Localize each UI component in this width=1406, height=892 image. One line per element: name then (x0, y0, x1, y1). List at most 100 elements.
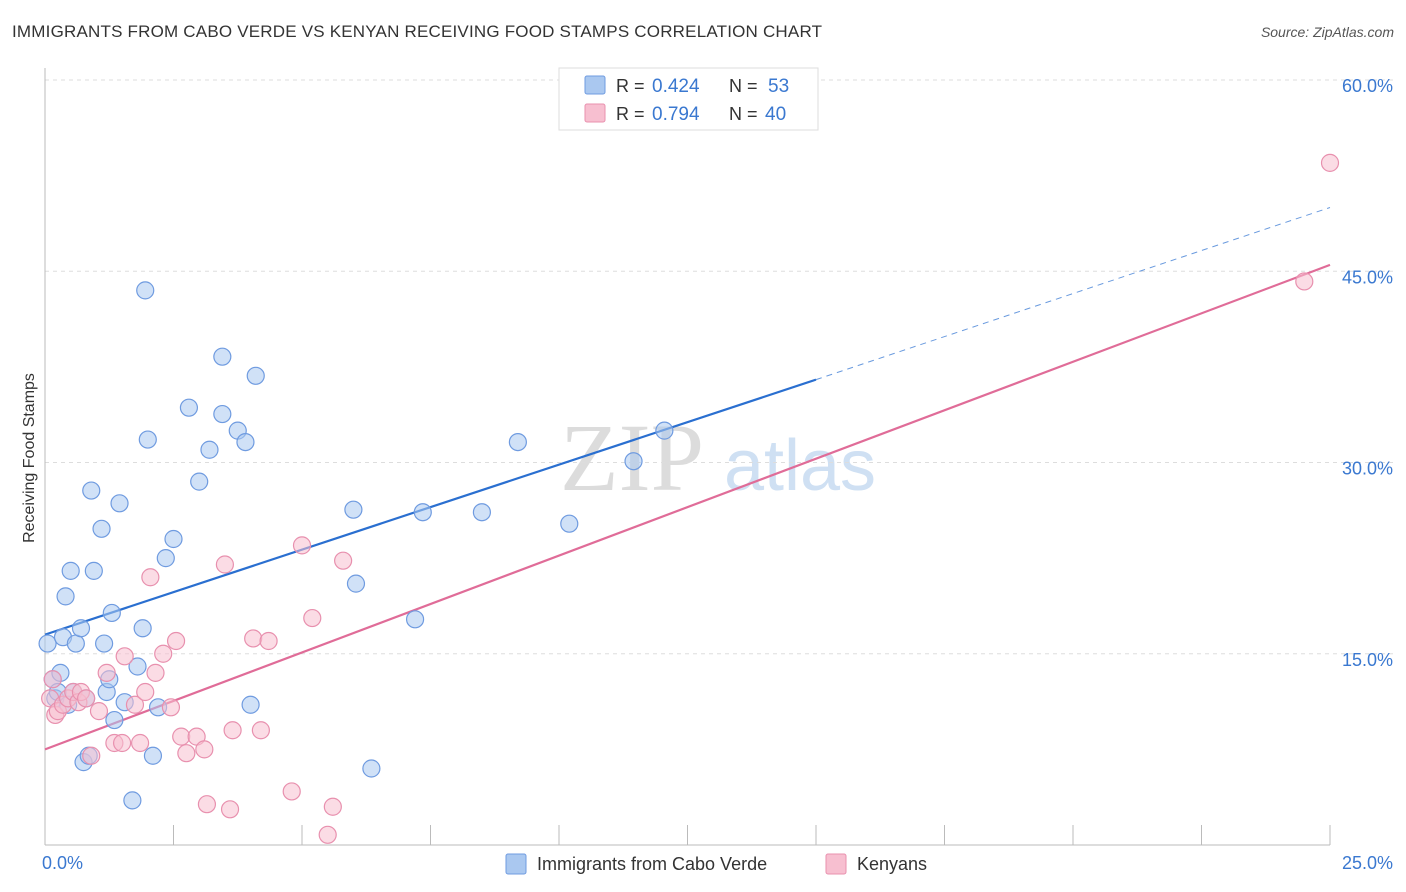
data-points (38, 153, 1340, 844)
cabo-verde-point (472, 503, 491, 522)
cabo-verde-point (133, 619, 152, 638)
y-tick-label: 60.0% (1342, 76, 1393, 96)
legend-swatch-cabo-verde (505, 853, 527, 875)
cabo-verde-point (405, 610, 425, 629)
kenyans-point (1295, 272, 1314, 291)
kenyans-point (220, 800, 240, 819)
x-tick-label-max: 25.0% (1342, 853, 1393, 873)
cabo-verde-point (179, 398, 199, 417)
kenyans-point (259, 631, 278, 651)
cabo-verde-point (61, 561, 80, 580)
chart-title: IMMIGRANTS FROM CABO VERDE VS KENYAN REC… (12, 22, 823, 41)
source-label: Source: ZipAtlas.com (1260, 24, 1394, 40)
kenyans-point (177, 744, 196, 763)
legend-label-kenyans: Kenyans (857, 854, 927, 874)
kenyans-point (195, 740, 214, 759)
cabo-verde-trend-extension (815, 207, 1331, 381)
kenyans-point (146, 663, 165, 682)
kenyans-point (166, 631, 186, 651)
cabo-verde-point (346, 574, 366, 593)
cabo-verde-point (136, 281, 155, 300)
cabo-verde-point (128, 657, 147, 676)
cabo-verde-point (123, 791, 142, 810)
watermark-atlas: atlas (724, 426, 876, 506)
cabo-verde-point (105, 710, 124, 730)
cabo-verde-point (413, 503, 432, 522)
y-axis-label: Receiving Food Stamps (21, 373, 38, 543)
cabo-verde-point (82, 481, 101, 500)
kenyans-point (1320, 153, 1340, 172)
cabo-verde-point (143, 746, 163, 765)
kenyans-point (82, 746, 101, 765)
cabo-verde-point (84, 561, 103, 580)
cabo-verde-point (560, 514, 579, 533)
cabo-verde-point (164, 529, 183, 549)
cabo-verde-point (95, 634, 114, 653)
stats-r-value-blue: 0.424 (652, 76, 700, 97)
cabo-verde-point (156, 549, 175, 568)
stats-n-value-blue: 53 (768, 76, 789, 97)
stats-n-value-pink: 40 (765, 104, 786, 125)
stats-legend-swatch-pink (584, 103, 606, 123)
kenyans-point (89, 702, 109, 721)
kenyans-trend-line (44, 263, 1331, 751)
kenyans-point (323, 797, 342, 816)
cabo-verde-point (102, 603, 121, 623)
legend-label-cabo-verde: Immigrants from Cabo Verde (537, 854, 767, 874)
kenyans-point (282, 782, 301, 801)
stats-r-value-pink: 0.794 (652, 104, 700, 125)
kenyans-point (154, 644, 173, 663)
cabo-verde-point (236, 433, 255, 452)
cabo-verde-point (56, 587, 75, 606)
kenyans-point (130, 733, 150, 753)
cabo-verde-point (362, 759, 381, 778)
kenyans-point (251, 721, 270, 740)
kenyans-point (172, 727, 191, 746)
kenyans-point (292, 536, 312, 555)
cabo-verde-point (38, 634, 57, 653)
cabo-verde-point (71, 619, 91, 638)
kenyans-point (223, 721, 242, 740)
cabo-verde-point (138, 430, 157, 449)
cabo-verde-point (624, 452, 643, 471)
kenyans-point (43, 670, 62, 689)
cabo-verde-point (190, 472, 209, 491)
stats-legend-swatch-blue (584, 75, 606, 95)
cabo-verde-point (110, 494, 129, 513)
y-tick-label: 45.0% (1342, 267, 1393, 287)
kenyans-point (334, 551, 353, 570)
cabo-verde-point (200, 440, 219, 459)
cabo-verde-trend-line (44, 378, 817, 636)
trend-lines (44, 207, 1331, 751)
legend-swatch-kenyans (825, 853, 847, 875)
cabo-verde-point (241, 695, 260, 714)
y-tick-label: 15.0% (1342, 650, 1393, 670)
kenyans-point (97, 663, 116, 682)
x-tick-label-min: 0.0% (42, 853, 83, 873)
kenyans-point (136, 682, 155, 702)
kenyans-point (303, 608, 322, 628)
stats-r-label-pink: R = (616, 104, 645, 124)
kenyans-point (125, 695, 145, 714)
kenyans-point (197, 795, 217, 814)
cabo-verde-point (344, 500, 363, 519)
cabo-verde-point (508, 433, 527, 452)
y-tick-label: 30.0% (1342, 459, 1393, 479)
stats-n-label-blue: N = (729, 76, 758, 96)
cabo-verde-point (246, 366, 265, 385)
axes (44, 68, 1331, 846)
series-legend: Immigrants from Cabo Verde Kenyans (505, 853, 927, 875)
stats-legend: R = 0.424 N = 53 R = 0.794 N = 40 (558, 67, 819, 131)
kenyans-point (141, 568, 160, 587)
stats-n-label-pink: N = (729, 104, 758, 124)
kenyans-point (215, 555, 234, 574)
kenyans-point (112, 733, 132, 753)
cabo-verde-point (655, 421, 674, 440)
cabo-verde-point (92, 519, 111, 538)
kenyans-point (77, 689, 96, 708)
kenyans-point (161, 698, 181, 717)
kenyans-point (244, 629, 263, 648)
kenyans-point (115, 647, 134, 666)
tick-labels: 15.0% 30.0% 45.0% 60.0% 0.0% 25.0% (42, 76, 1393, 873)
